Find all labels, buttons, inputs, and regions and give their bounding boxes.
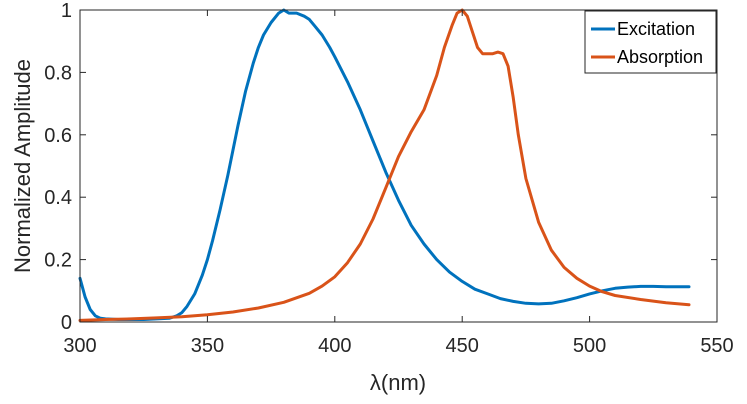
y-tick-label: 0.4	[44, 187, 72, 209]
axes-box	[79, 9, 718, 323]
legend-box	[584, 10, 717, 74]
x-tick-label: 350	[191, 335, 224, 357]
legend-label-absorption: Absorption	[617, 47, 703, 67]
x-tick-label: 550	[700, 335, 733, 357]
legend: Excitation Absorption	[584, 10, 717, 74]
legend-label-excitation: Excitation	[617, 19, 695, 39]
x-tick-label: 450	[446, 335, 479, 357]
y-tick-label: 0.2	[44, 250, 72, 272]
tick-labels: 300 350 400 450 500 550 0 0.2 0.4 0.6 0.8 1	[44, 0, 734, 357]
y-tick-label: 0	[61, 312, 72, 334]
x-tick-label: 500	[573, 335, 606, 357]
y-axis-label: Normalized Amplitude	[10, 59, 35, 273]
y-tick-label: 1	[61, 0, 72, 22]
series-line-absorption	[78, 8, 691, 322]
x-axis-label: λ(nm)	[370, 370, 426, 395]
x-tick-label: 300	[63, 335, 96, 357]
plot-area	[78, 8, 718, 323]
x-tick-label: 400	[318, 335, 351, 357]
y-tick-label: 0.6	[44, 125, 72, 147]
y-tick-label: 0.8	[44, 62, 72, 84]
